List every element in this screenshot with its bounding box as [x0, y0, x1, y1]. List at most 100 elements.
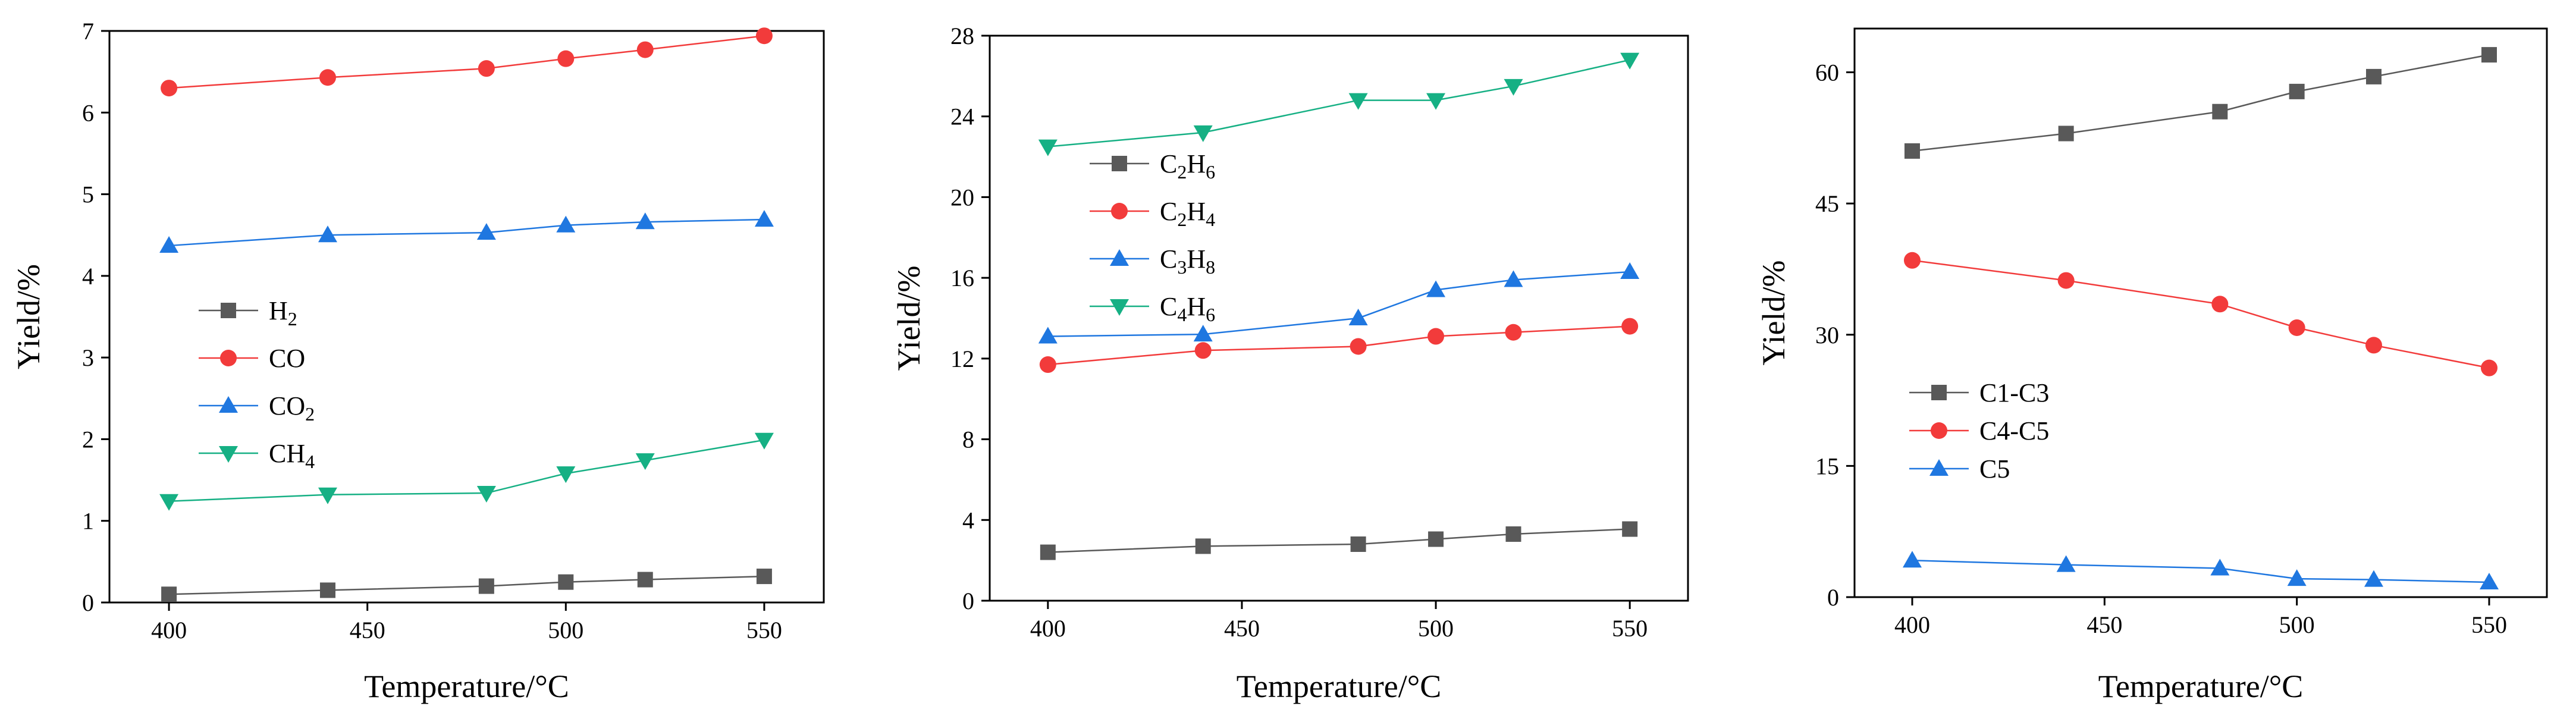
legend-label: CO2: [269, 391, 315, 425]
legend-label: C3H8: [1160, 244, 1215, 278]
x-axis-title: Temperature/°C: [364, 668, 569, 704]
series-line: [168, 34, 765, 89]
data-point: [476, 486, 496, 503]
data-point: [159, 494, 179, 511]
data-point: [1622, 521, 1638, 537]
y-tick-label: 3: [82, 344, 94, 371]
data-point: [1903, 551, 1922, 568]
x-axis-title: Temperature/°C: [1237, 668, 1442, 704]
series-line: [168, 218, 764, 247]
legend-marker: [219, 396, 238, 413]
chart-panel-3: 400 450 500 550 0 15 30 45 60 Temperature/°C Yield…: [1756, 27, 2548, 704]
y-tick-label: 4: [962, 507, 974, 533]
legend-label: CH4: [269, 439, 315, 472]
data-point: [556, 466, 576, 484]
data-point: [318, 225, 337, 243]
x-tick-label: 400: [1030, 615, 1066, 642]
data-point: [159, 236, 179, 253]
legend-item: C2H4: [1090, 197, 1215, 230]
y-tick-label: 6: [82, 99, 94, 126]
legend-item: CH4: [199, 439, 315, 472]
y-axis-title: Yield/%: [891, 266, 927, 371]
data-point: [557, 50, 575, 67]
legend-marker: [1931, 385, 1947, 400]
data-point: [2057, 272, 2075, 289]
x-tick-label: 400: [1894, 611, 1930, 638]
y-tick-label: 1: [82, 508, 94, 535]
series-C4H6: [1038, 52, 1640, 156]
series-line: [1047, 59, 1630, 147]
series-CO2: [159, 210, 774, 253]
data-point: [2365, 337, 2382, 354]
series-line: [1912, 54, 2490, 152]
legend-label: CO: [269, 344, 305, 373]
data-point: [1428, 531, 1444, 547]
data-point: [1620, 52, 1640, 70]
data-point: [1193, 125, 1213, 142]
data-point: [1350, 338, 1367, 355]
y-tick-label: 0: [82, 589, 94, 616]
x-tick-label: 550: [2471, 611, 2507, 638]
legend-label: C5: [1979, 454, 2010, 484]
data-point: [2481, 47, 2497, 63]
legend-label: C4H6: [1160, 292, 1215, 325]
legend-marker: [221, 303, 236, 318]
y-tick-label: 45: [1815, 190, 1839, 217]
data-point: [319, 69, 336, 86]
y-tick-label: 60: [1815, 59, 1839, 86]
legend-item: C5: [1909, 454, 2010, 484]
data-point: [2058, 125, 2074, 142]
data-point: [1039, 356, 1056, 374]
data-point: [1348, 309, 1368, 325]
data-point: [1193, 325, 1213, 342]
legend-label: C2H4: [1160, 197, 1215, 230]
y-tick-label: 7: [82, 18, 94, 45]
data-point: [476, 223, 496, 240]
legend-marker: [1111, 203, 1128, 219]
series-line: [169, 439, 765, 503]
x-tick-label: 500: [1418, 615, 1454, 642]
x-tick-label: 500: [2279, 611, 2315, 638]
data-point: [2480, 572, 2499, 589]
data-point: [1504, 270, 1523, 287]
data-point: [637, 572, 653, 588]
y-axis-title: Yield/%: [1756, 261, 1791, 366]
series-line: [169, 575, 764, 595]
legend-label: C2H6: [1160, 149, 1215, 183]
y-tick-label: 28: [950, 23, 974, 49]
legend-marker: [1929, 459, 1949, 476]
series-H2: [161, 569, 772, 602]
y-tick-label: 4: [82, 263, 94, 290]
plot-frame: [1853, 27, 2548, 598]
data-point: [755, 27, 773, 45]
data-point: [161, 80, 178, 97]
x-tick-label: 450: [350, 617, 385, 644]
legend-item: C1-C3: [1909, 378, 2049, 407]
legend-label: C1-C3: [1979, 378, 2049, 407]
data-point: [478, 578, 494, 594]
data-point: [2211, 296, 2229, 313]
y-tick-label: 8: [962, 426, 974, 453]
data-point: [1504, 79, 1523, 96]
data-point: [1621, 318, 1639, 335]
data-point: [558, 574, 574, 590]
legend-item: CO2: [199, 391, 315, 425]
data-point: [1195, 538, 1211, 554]
y-tick-label: 15: [1815, 453, 1839, 479]
series-line: [1047, 325, 1630, 366]
data-point: [1505, 324, 1522, 341]
x-tick-label: 400: [151, 617, 187, 644]
data-point: [1426, 280, 1446, 297]
y-tick-label: 30: [1815, 322, 1839, 349]
legend: C2H6 C2H4 C3H8 C4H6: [1090, 149, 1215, 325]
legend: C1-C3 C4-C5 C5: [1909, 378, 2049, 484]
series-C3H8: [1038, 262, 1640, 344]
x-tick-label: 500: [548, 617, 583, 644]
series-CH4: [159, 432, 774, 511]
legend-marker: [1931, 422, 1947, 439]
x-axis-title: Temperature/°C: [2098, 668, 2304, 704]
legend: H2 CO CO2 CH4: [199, 296, 315, 472]
legend-item: C2H6: [1090, 149, 1215, 183]
data-point: [319, 582, 335, 598]
